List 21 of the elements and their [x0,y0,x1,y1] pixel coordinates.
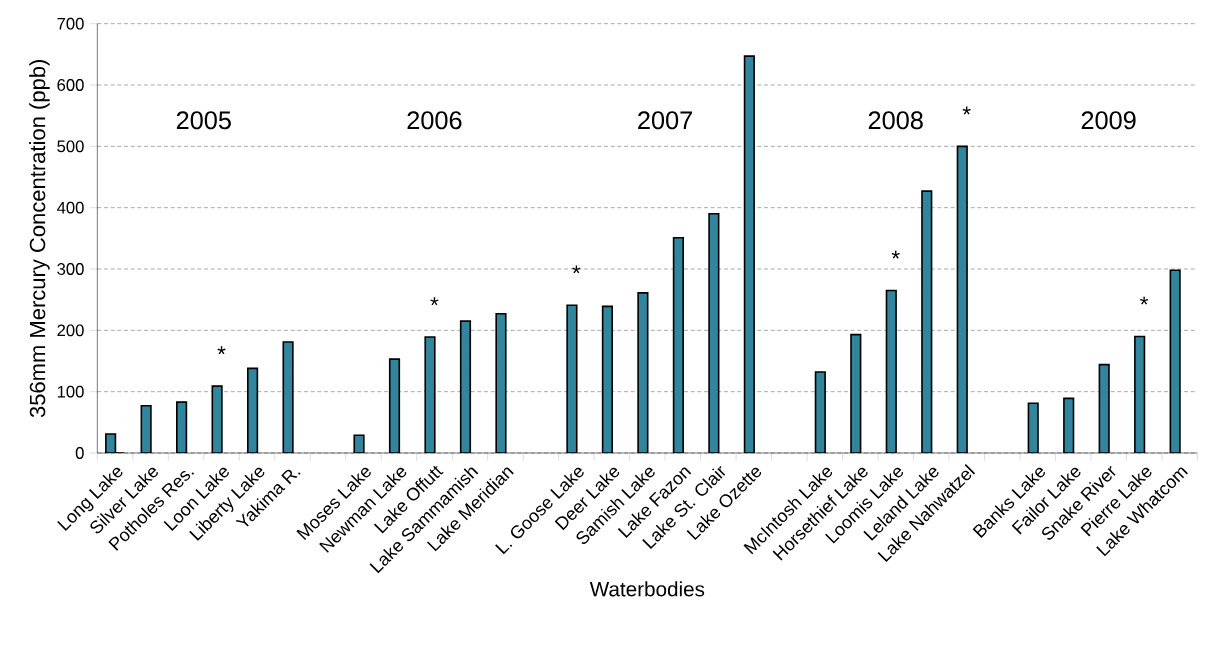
annotation: * [1140,296,1149,305]
y-tick-label: 700 [57,17,84,30]
y-tick-label: 200 [57,324,84,337]
y-tick-label: 500 [57,140,84,153]
annotation: 2008 [868,111,923,130]
y-tick-label: 100 [57,385,84,398]
y-tick-label: 600 [57,79,84,91]
annotation: * [430,297,439,306]
y-axis-title: 356mm Mercury Concentration (ppb) [29,60,50,418]
annotation: * [572,265,581,274]
y-tick-label: 300 [57,263,84,275]
annotation: * [217,346,226,355]
y-tick-label: 400 [56,201,84,214]
annotation: * [962,106,971,115]
annotation: * [891,250,900,259]
y-tick-label: 0 [75,447,84,459]
annotation: 2009 [1081,111,1136,130]
annotation: 2006 [407,111,462,130]
x-axis-title: Waterbodies [589,581,705,597]
annotation: 2005 [176,111,231,130]
annotation: 2007 [638,111,692,130]
